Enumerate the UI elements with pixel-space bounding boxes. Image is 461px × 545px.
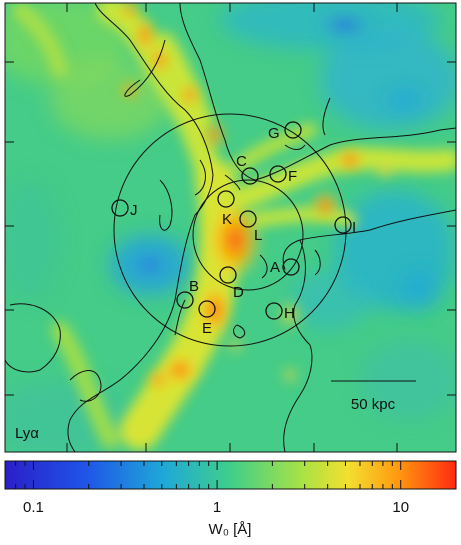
marker-l-label: L [254,227,262,244]
colorbar-ticks: 0.1 1 10 [4,461,457,516]
marker-l: L [239,210,262,244]
marker-i-label: I [352,219,356,236]
marker-j: J [111,199,138,219]
colorbar-tick-label: 0.1 [23,499,44,516]
marker-e-label: E [202,320,212,337]
marker-d-label: D [233,284,244,301]
scale-bar-label: 50 kpc [351,396,396,413]
marker-g-label: G [268,125,280,142]
contours [5,3,456,452]
marker-c: C [236,153,259,185]
colorbar-tick-label: 1 [213,499,221,516]
marker-a-label: A [270,259,280,276]
scale-bar: 50 kpc [331,380,416,413]
marker-c-label: C [236,153,247,170]
marker-e: E [198,300,216,337]
map-frame [4,2,457,453]
colorbar-axis-label: W₀ [Å] [209,521,252,538]
map-panel: A B C D E F G [5,3,456,452]
outer-circle [113,113,347,347]
marker-b: B [176,278,199,309]
marker-a: A [270,258,300,276]
marker-b-label: B [189,278,199,295]
frame-ticks [5,3,456,452]
markers: A B C D E F G [111,121,356,337]
marker-h: H [265,302,295,322]
marker-k: K [217,190,235,228]
marker-d: D [219,266,244,301]
colorbar-gradient [4,460,457,490]
colorbar: 0.1 1 10 W₀ [Å] [4,460,457,538]
marker-g: G [268,121,302,142]
marker-h-label: H [284,305,295,322]
marker-f: F [269,165,297,185]
marker-j-label: J [130,202,138,219]
inner-circle [192,179,304,291]
marker-k-label: K [222,211,232,228]
marker-i: I [334,216,356,236]
panel-line-label: Lyα [15,425,39,442]
aperture-circles [113,113,347,347]
marker-f-label: F [288,168,297,185]
colorbar-tick-label: 10 [392,499,409,516]
